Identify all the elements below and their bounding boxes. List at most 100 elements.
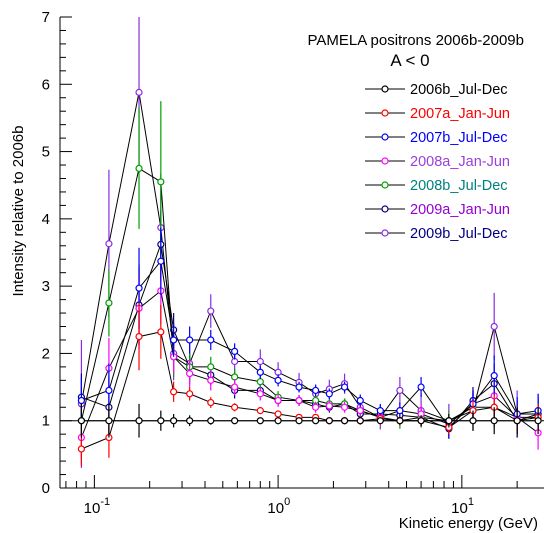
data-point [157, 257, 165, 265]
data-point [312, 403, 320, 411]
y-tick-label: 6 [42, 76, 50, 93]
data-point [396, 407, 404, 415]
data-point [207, 417, 215, 425]
x-tick-label: 10 [84, 500, 101, 517]
data-point [325, 417, 333, 425]
series-line [80, 289, 539, 438]
data-point [157, 417, 165, 425]
data-point [77, 396, 86, 405]
data-point [256, 368, 264, 376]
data-point [207, 398, 215, 407]
legend-label: 2008b_Jul-Dec [410, 178, 508, 194]
data-point [256, 357, 264, 366]
chart-title: PAMELA positrons 2006b-2009b [307, 32, 524, 49]
series-2008b_Jul-Dec [77, 101, 542, 445]
data-point [77, 445, 86, 453]
data-point [207, 376, 215, 384]
data-point [231, 403, 239, 411]
data-point [396, 417, 404, 425]
data-point [207, 307, 215, 315]
data-point [295, 383, 303, 391]
data-point [135, 284, 143, 292]
data-point [295, 417, 303, 425]
data-point [170, 388, 178, 396]
data-point [340, 403, 349, 411]
data-point [186, 370, 194, 378]
legend-label: 2007a_Jan-Jun [410, 106, 510, 122]
data-point [356, 417, 364, 425]
legend-label: 2006b_Jul-Dec [410, 82, 508, 98]
data-point [417, 383, 425, 391]
data-point [274, 417, 282, 425]
data-point [256, 390, 264, 398]
data-point [186, 417, 194, 425]
data-point [256, 378, 264, 386]
x-tick-label: 10 [267, 500, 284, 517]
legend-marker [381, 133, 389, 141]
data-point [490, 322, 498, 331]
y-tick-label: 4 [42, 211, 50, 228]
data-point [469, 417, 477, 425]
data-point [135, 333, 143, 341]
data-point [186, 390, 194, 398]
series-line [81, 331, 539, 450]
data-point [356, 407, 364, 415]
series-2007a_Jan-Jun [77, 302, 542, 466]
legend-marker [381, 109, 389, 117]
data-point [274, 376, 282, 384]
data-point [231, 347, 239, 356]
data-point [445, 417, 453, 425]
data-point [274, 396, 282, 405]
x-tick-exponent: 0 [284, 496, 290, 508]
data-point [135, 417, 143, 425]
data-point [105, 386, 113, 395]
data-point [186, 336, 194, 344]
data-point [340, 417, 349, 425]
data-point [231, 417, 239, 425]
data-point [157, 178, 165, 186]
data-point [325, 390, 333, 398]
legend-marker [381, 85, 389, 93]
data-point [295, 396, 303, 405]
data-point [312, 417, 320, 425]
legend-label: 2008a_Jan-Jun [410, 154, 510, 170]
x-axis-label: Kinetic energy (GeV) [399, 515, 538, 532]
y-tick-label: 7 [42, 9, 50, 26]
data-point [135, 164, 143, 172]
data-point [105, 240, 113, 248]
data-point [376, 407, 384, 415]
legend-marker [381, 205, 389, 213]
y-tick-label: 2 [42, 345, 50, 362]
data-point [207, 363, 215, 371]
data-point [135, 88, 143, 96]
data-point [231, 383, 239, 391]
data-point [170, 417, 178, 425]
data-point [77, 417, 86, 425]
y-axis-label: Intensity relative to 2006b [10, 126, 27, 297]
data-point [490, 372, 498, 380]
data-point [312, 386, 320, 395]
data-point [340, 383, 349, 391]
legend-marker [381, 157, 389, 165]
y-tick-label: 3 [42, 278, 50, 295]
y-tick-label: 1 [42, 413, 50, 430]
data-point [325, 402, 333, 410]
x-tick-exponent: -1 [100, 496, 110, 508]
data-point [170, 336, 178, 344]
y-tick-label: 5 [42, 144, 50, 161]
legend-label: 2009a_Jan-Jun [410, 202, 510, 218]
data-point [417, 417, 425, 425]
data-point [534, 417, 542, 425]
x-tick-label: 10 [451, 500, 468, 517]
data-point [207, 336, 215, 344]
data-point [513, 417, 521, 425]
series-2008a_Jan-Jun [77, 257, 542, 462]
data-point [396, 386, 404, 395]
x-tick-exponent: 1 [468, 496, 474, 508]
data-point [256, 407, 264, 415]
y-tick-label: 0 [42, 480, 50, 497]
data-point [274, 410, 282, 418]
series-2006b_Jul-Dec [77, 403, 542, 438]
data-point [105, 299, 113, 307]
